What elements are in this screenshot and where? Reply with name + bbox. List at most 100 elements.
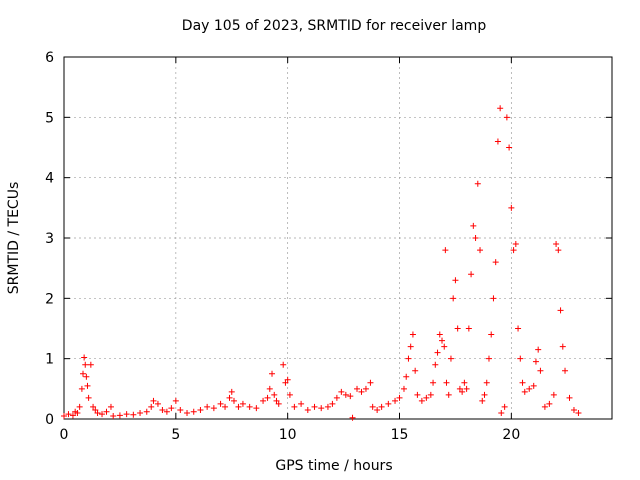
data-point [472,235,479,241]
data-point [362,385,369,392]
data-point [555,247,562,254]
data-point [69,412,76,419]
data-point [222,403,229,410]
data-point [65,411,72,418]
data-point [436,331,443,338]
data-point [329,400,336,407]
data-point [264,394,271,401]
data-point [483,379,490,386]
data-point [497,105,504,112]
data-point [405,355,412,362]
data-point [439,337,446,344]
data-point [403,373,410,380]
data-point [116,412,123,419]
data-point [506,144,513,151]
data-point [510,247,517,254]
data-point [358,388,365,395]
data-point [492,259,499,266]
data-point [103,408,110,415]
data-point [570,406,577,413]
data-point [217,400,224,407]
data-point [123,411,130,418]
data-point [311,403,318,410]
data-point [490,295,497,302]
data-point [184,409,191,416]
data-point [226,394,233,401]
data-point [427,391,434,398]
data-point [84,382,91,389]
data-point [347,393,354,400]
data-point [517,355,524,362]
x-tick-label: 10 [279,427,297,443]
y-tick-label: 0 [45,412,54,428]
data-point [498,409,505,416]
data-point [575,409,582,416]
data-point [87,361,94,368]
data-point [273,397,280,404]
data-point [83,373,90,380]
data-point [130,411,137,418]
data-point [515,325,522,332]
data-point [407,343,414,350]
data-point [269,370,276,377]
data-point [266,385,273,392]
data-point [501,403,508,410]
data-point [318,405,325,412]
data-point [441,343,448,350]
data-point [443,379,450,386]
data-point [503,114,510,121]
data-point [260,397,267,404]
data-point [74,409,81,416]
data-point [80,370,87,377]
data-point [282,379,289,386]
data-point [474,180,481,187]
data-point [271,391,278,398]
data-point [396,394,403,401]
data-point [378,403,385,410]
data-point [566,394,573,401]
data-point [535,346,542,353]
y-tick-label: 3 [45,231,54,247]
data-point [367,379,374,386]
data-point [432,361,439,368]
data-point [461,379,468,386]
data-point [445,391,452,398]
data-point [418,397,425,404]
data-point [230,397,237,404]
data-point [324,403,331,410]
data-point [374,406,381,413]
data-point [235,403,242,410]
data-point [369,403,376,410]
data-point [253,405,260,412]
data-point [76,403,83,410]
x-axis-label: GPS time / hours [275,458,392,474]
data-point [99,411,106,418]
data-point [409,331,416,338]
y-axis-label: SRMTID / TECUs [6,182,22,295]
data-point [78,385,85,392]
data-point [477,247,484,254]
data-point [470,222,477,229]
data-points [61,105,582,421]
data-point [546,400,553,407]
data-point [284,376,291,383]
data-point [163,408,170,415]
data-point [479,397,486,404]
data-point [92,406,99,413]
data-point [454,325,461,332]
data-point [228,388,235,395]
data-point [434,349,441,356]
data-point [137,409,144,416]
data-point [61,412,67,419]
x-tick-label: 5 [171,427,180,443]
data-point [275,400,282,407]
gridlines [64,57,612,419]
data-point [291,403,298,410]
data-point [530,382,537,389]
data-point [521,388,528,395]
x-tick-label: 15 [391,427,409,443]
y-tick-label: 4 [45,171,54,187]
data-point [210,405,217,412]
data-point [392,397,399,404]
data-point [239,400,246,407]
